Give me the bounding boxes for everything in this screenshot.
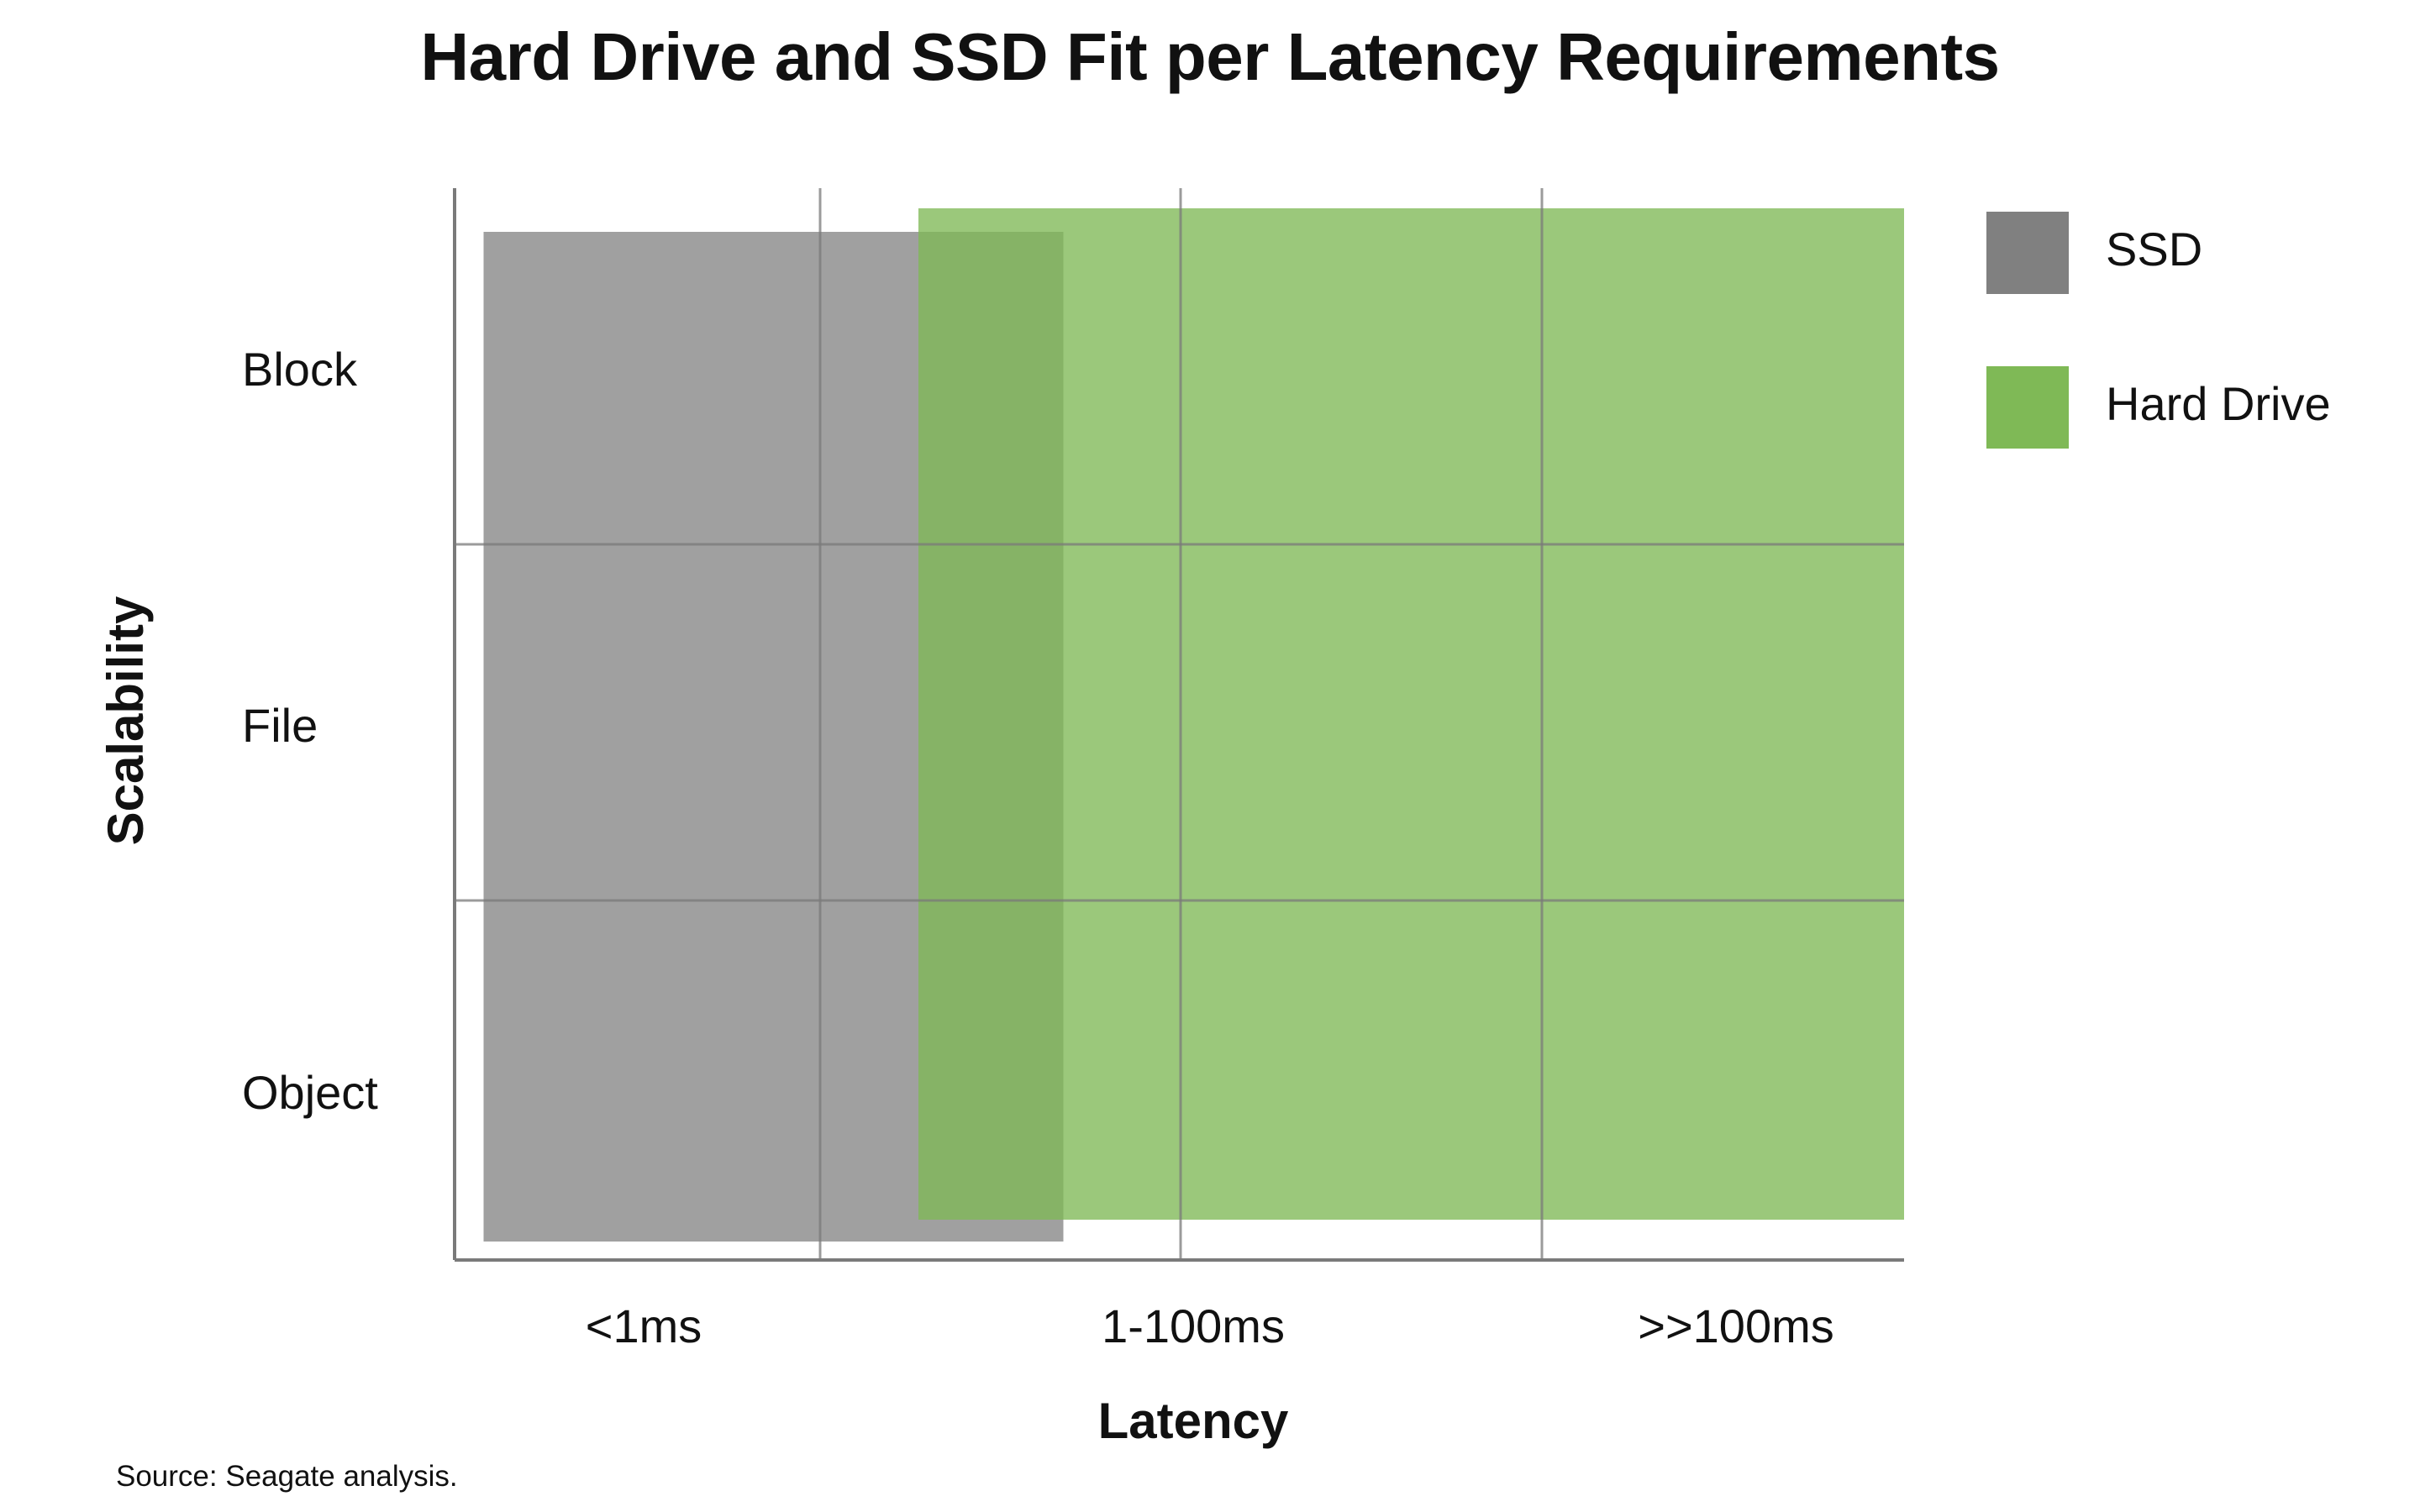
legend: SSD Hard Drive: [1986, 212, 2331, 449]
legend-label: SSD: [2106, 223, 2202, 276]
x-tick-label: <1ms: [586, 1299, 702, 1352]
legend-label: Hard Drive: [2106, 377, 2331, 430]
x-tick-label: 1-100ms: [1102, 1299, 1285, 1352]
y-tick-label: Block: [242, 343, 358, 396]
x-tick-labels: <1ms 1-100ms >>100ms: [586, 1299, 1834, 1352]
source-footnote: Source: Seagate analysis.: [116, 1460, 458, 1493]
y-tick-label: File: [242, 699, 318, 752]
y-tick-labels: Block File Object: [242, 343, 378, 1119]
range-bar-hard-drive: [918, 208, 1904, 1220]
axis-layer: [453, 188, 1904, 1262]
x-axis-title: Latency: [1098, 1393, 1289, 1449]
y-axis-title: Scalability: [97, 596, 154, 845]
chart-title: Hard Drive and SSD Fit per Latency Requi…: [420, 19, 2000, 94]
y-tick-label: Object: [242, 1066, 378, 1119]
legend-swatch-hard-drive: [1986, 366, 2069, 449]
grid-layer: [455, 188, 1904, 1260]
x-tick-label: >>100ms: [1638, 1299, 1834, 1352]
legend-swatch-ssd: [1986, 212, 2069, 294]
bars-layer: [483, 208, 1904, 1242]
